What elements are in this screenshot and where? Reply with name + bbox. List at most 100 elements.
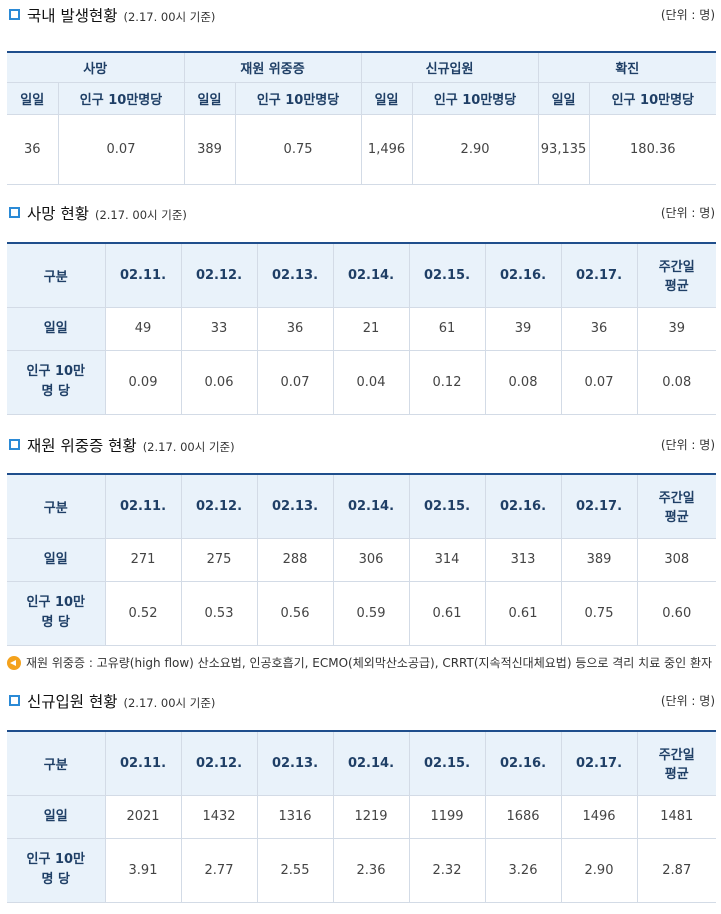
column-header-date: 02.13. xyxy=(257,243,334,308)
table-cell: 33 xyxy=(181,307,258,351)
row-label: 일일 xyxy=(7,307,106,351)
section-title: 사망 현황 (2.17. 00시 기준) xyxy=(27,205,187,223)
table-row: 일일 2021 1432 1316 1219 1199 1686 1496 1481 xyxy=(7,795,716,839)
square-bullet-icon xyxy=(9,9,20,20)
table-cell: 1,496 xyxy=(361,114,413,185)
table-row: 일일 271 275 288 306 314 313 389 308 xyxy=(7,538,716,582)
table-cell: 0.59 xyxy=(333,581,410,646)
column-header-date: 02.17. xyxy=(561,243,638,308)
square-bullet-icon xyxy=(9,439,20,450)
section-subtitle: (2.17. 00시 기준) xyxy=(123,696,216,710)
square-bullet-icon xyxy=(9,695,20,706)
table-cell: 0.61 xyxy=(409,581,486,646)
unit-label: (단위 : 명) xyxy=(660,8,715,22)
table-cell: 49 xyxy=(105,307,182,351)
column-header-date: 02.15. xyxy=(409,243,486,308)
sub-header: 일일 xyxy=(538,82,590,115)
deaths-table: 구분 02.11. 02.12. 02.13. 02.14. 02.15. 02.16. 02… xyxy=(7,242,716,415)
sub-header: 인구 10만명당 xyxy=(589,82,717,115)
critical-section-header: 재원 위중증 현황 (2.17. 00시 기준) (단위 : 명) xyxy=(0,434,721,456)
column-header-weekly-avg: 주간일 평균 xyxy=(637,474,716,539)
column-header-date: 02.11. xyxy=(105,731,182,796)
table-cell: 0.07 xyxy=(257,350,334,415)
sub-header: 인구 10만명당 xyxy=(412,82,539,115)
table-cell: 0.06 xyxy=(181,350,258,415)
group-header: 재원 위중증 xyxy=(184,52,362,83)
column-header-date: 02.14. xyxy=(333,243,410,308)
table-cell: 0.52 xyxy=(105,581,182,646)
table-cell: 0.07 xyxy=(561,350,638,415)
column-header-date: 02.14. xyxy=(333,731,410,796)
table-cell: 0.04 xyxy=(333,350,410,415)
header-row: 구분 02.11. 02.12. 02.13. 02.14. 02.15. 02.16. 02… xyxy=(7,243,716,308)
table-cell: 93,135 xyxy=(538,114,590,185)
table-cell: 313 xyxy=(485,538,562,582)
table-cell: 36 xyxy=(7,114,59,185)
table-cell: 2.36 xyxy=(333,838,410,903)
column-header-date: 02.15. xyxy=(409,474,486,539)
table-cell: 389 xyxy=(561,538,638,582)
sub-header: 일일 xyxy=(361,82,413,115)
table-cell: 2.90 xyxy=(561,838,638,903)
table-cell: 389 xyxy=(184,114,236,185)
table-cell: 1496 xyxy=(561,795,638,839)
table-cell: 0.60 xyxy=(637,581,716,646)
column-header-weekly-avg: 주간일 평균 xyxy=(637,731,716,796)
column-header-category: 구분 xyxy=(7,731,106,796)
column-header-date: 02.12. xyxy=(181,731,258,796)
square-bullet-icon xyxy=(9,207,20,218)
column-header-date: 02.12. xyxy=(181,243,258,308)
table-cell: 0.08 xyxy=(637,350,716,415)
table-row: 일일 49 33 36 21 61 39 36 39 xyxy=(7,307,716,351)
table-row: 인구 10만 명 당 0.52 0.53 0.56 0.59 0.61 0.61 0.75 0.… xyxy=(7,581,716,646)
table-cell: 271 xyxy=(105,538,182,582)
table-cell: 0.61 xyxy=(485,581,562,646)
table-cell: 308 xyxy=(637,538,716,582)
column-header-date: 02.17. xyxy=(561,731,638,796)
group-header: 확진 xyxy=(538,52,717,83)
row-label: 인구 10만 명 당 xyxy=(7,581,106,646)
table-cell: 2021 xyxy=(105,795,182,839)
admissions-section-header: 신규입원 현황 (2.17. 00시 기준) (단위 : 명) xyxy=(0,690,721,712)
sub-header: 인구 10만명당 xyxy=(58,82,185,115)
table-cell: 0.56 xyxy=(257,581,334,646)
sub-header: 일일 xyxy=(184,82,236,115)
table-cell: 306 xyxy=(333,538,410,582)
table-cell: 1481 xyxy=(637,795,716,839)
table-cell: 2.77 xyxy=(181,838,258,903)
table-cell: 275 xyxy=(181,538,258,582)
column-header-date: 02.17. xyxy=(561,474,638,539)
unit-label: (단위 : 명) xyxy=(660,694,715,708)
group-header-row: 사망 재원 위중증 신규입원 확진 xyxy=(7,52,717,83)
table-cell: 1686 xyxy=(485,795,562,839)
group-header: 신규입원 xyxy=(361,52,539,83)
column-header-date: 02.16. xyxy=(485,243,562,308)
critical-note: 재원 위중증 : 고유량(high flow) 산소요법, 인공호흡기, ECM… xyxy=(7,654,717,672)
row-label: 인구 10만 명 당 xyxy=(7,350,106,415)
table-cell: 2.90 xyxy=(412,114,539,185)
note-text: 재원 위중증 : 고유량(high flow) 산소요법, 인공호흡기, ECM… xyxy=(26,656,713,670)
table-cell: 314 xyxy=(409,538,486,582)
column-header-category: 구분 xyxy=(7,243,106,308)
table-row: 인구 10만 명 당 0.09 0.06 0.07 0.04 0.12 0.08 0.07 0.… xyxy=(7,350,716,415)
admissions-table: 구분 02.11. 02.12. 02.13. 02.14. 02.15. 02.16. 02… xyxy=(7,730,716,903)
table-cell: 1199 xyxy=(409,795,486,839)
table-cell: 288 xyxy=(257,538,334,582)
section-title: 국내 발생현황 (2.17. 00시 기준) xyxy=(27,7,216,25)
column-header-category: 구분 xyxy=(7,474,106,539)
column-header-date: 02.13. xyxy=(257,731,334,796)
table-cell: 2.55 xyxy=(257,838,334,903)
table-cell: 1219 xyxy=(333,795,410,839)
column-header-date: 02.16. xyxy=(485,474,562,539)
table-cell: 0.12 xyxy=(409,350,486,415)
table-cell: 0.53 xyxy=(181,581,258,646)
section-subtitle: (2.17. 00시 기준) xyxy=(123,10,216,24)
table-cell: 0.08 xyxy=(485,350,562,415)
table-cell: 36 xyxy=(257,307,334,351)
table-cell: 36 xyxy=(561,307,638,351)
table-cell: 3.91 xyxy=(105,838,182,903)
domestic-table: 사망 재원 위중증 신규입원 확진 일일 인구 10만명당 일일 인구 10만명… xyxy=(7,51,717,185)
table-cell: 39 xyxy=(637,307,716,351)
section-title: 신규입원 현황 (2.17. 00시 기준) xyxy=(27,693,216,711)
row-label: 일일 xyxy=(7,538,106,582)
